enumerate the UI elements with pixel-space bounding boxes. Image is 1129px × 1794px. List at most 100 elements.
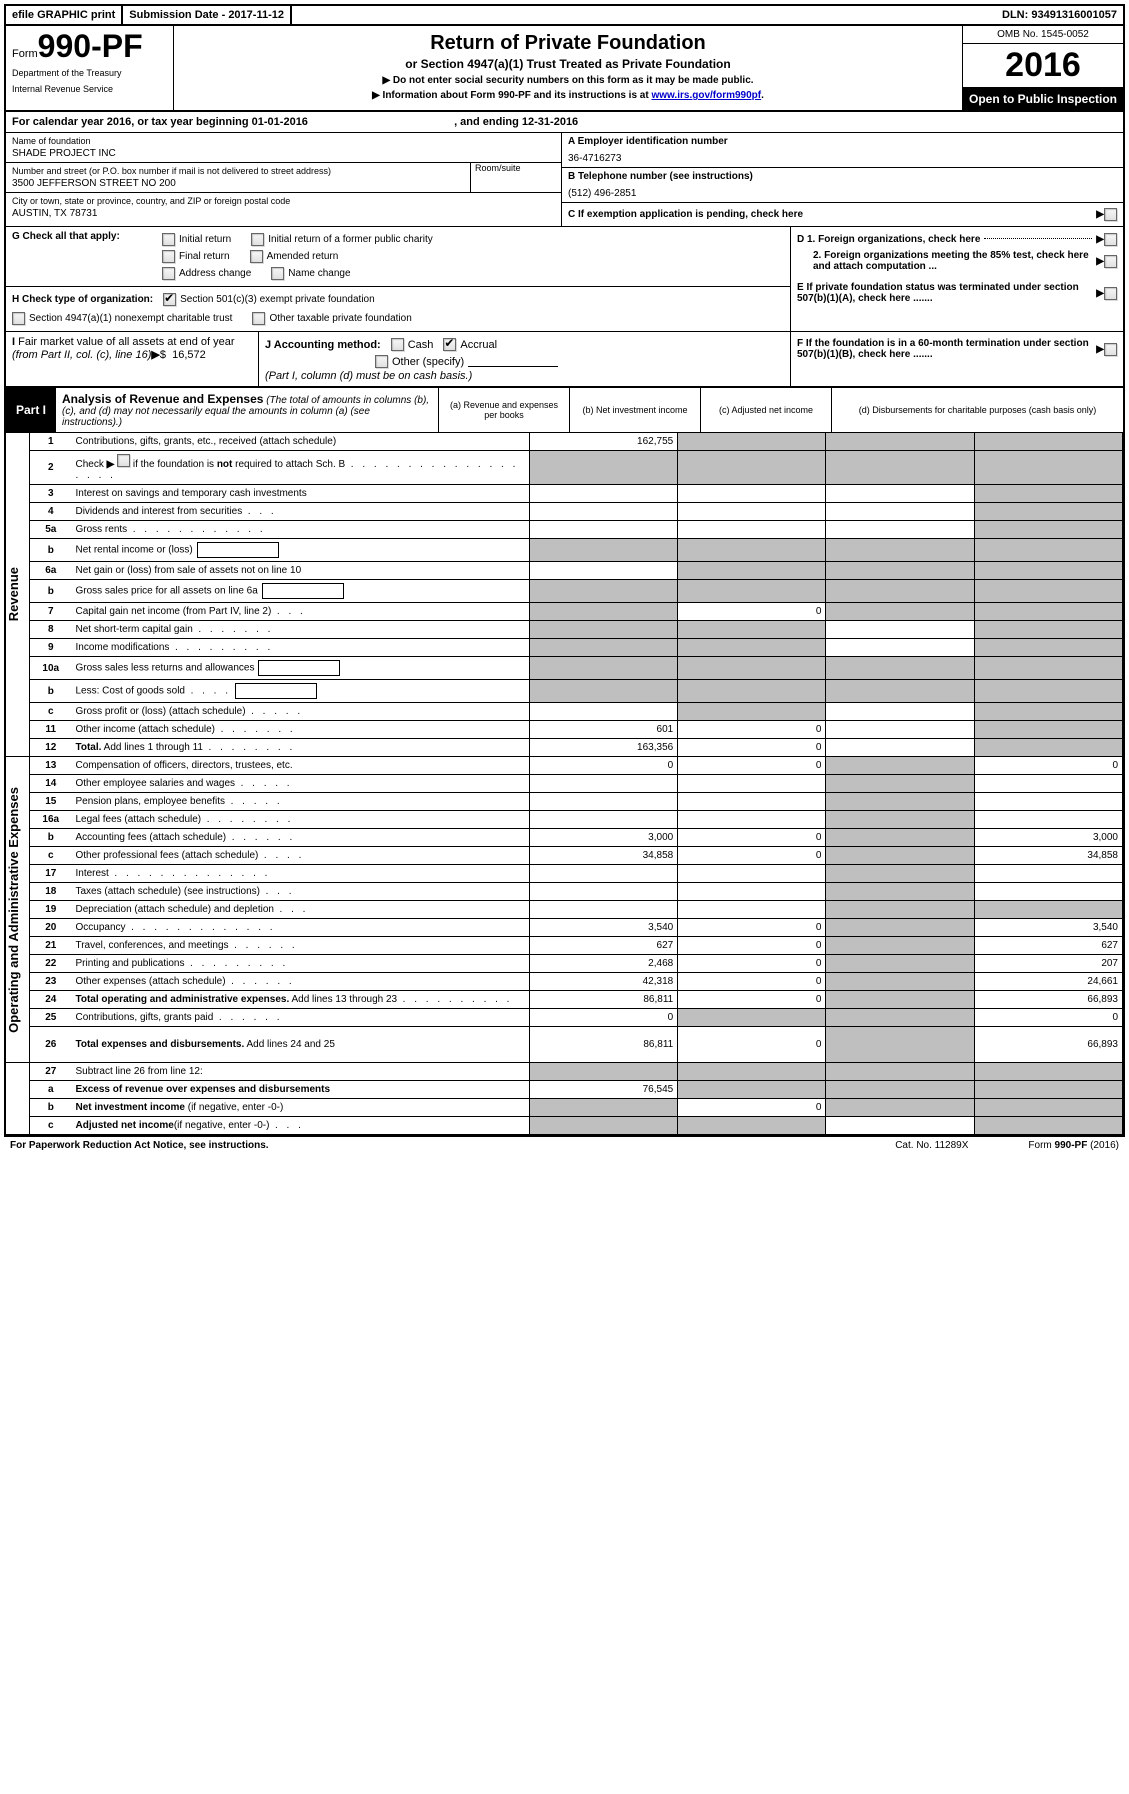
omb-number: OMB No. 1545-0052 xyxy=(963,26,1123,44)
e-checkbox[interactable] xyxy=(1104,287,1117,300)
shaded-cell xyxy=(678,451,826,485)
shaded-cell xyxy=(974,621,1122,639)
line-number: 24 xyxy=(30,991,72,1009)
part1-header: Part I Analysis of Revenue and Expenses … xyxy=(6,388,1123,433)
d2-checkbox[interactable] xyxy=(1104,255,1117,268)
shaded-cell xyxy=(974,503,1122,521)
shaded-cell xyxy=(678,703,826,721)
line-number: 18 xyxy=(30,883,72,901)
shaded-cell xyxy=(678,621,826,639)
initial-return-checkbox[interactable] xyxy=(162,233,175,246)
amount-cell xyxy=(826,485,974,503)
amended-return-checkbox[interactable] xyxy=(250,250,263,263)
amount-cell: 0 xyxy=(678,991,826,1009)
line-number: 10a xyxy=(30,657,72,680)
part1-desc: Analysis of Revenue and Expenses (The to… xyxy=(56,388,439,432)
line-number: 1 xyxy=(30,433,72,451)
dept-treasury: Department of the Treasury xyxy=(12,68,167,78)
amount-cell: 207 xyxy=(974,955,1122,973)
g-opt-3: Amended return xyxy=(267,251,339,262)
shaded-cell xyxy=(678,680,826,703)
schB-checkbox[interactable] xyxy=(117,454,130,467)
form-subtitle: or Section 4947(a)(1) Trust Treated as P… xyxy=(180,57,956,71)
d1-checkbox[interactable] xyxy=(1104,233,1117,246)
line-description: Dividends and interest from securities .… xyxy=(71,503,529,521)
shaded-cell xyxy=(678,1117,826,1135)
shaded-cell xyxy=(826,865,974,883)
line-description: Occupancy . . . . . . . . . . . . . xyxy=(71,919,529,937)
efile-print-button[interactable]: efile GRAPHIC print xyxy=(6,6,123,24)
footer-cat: Cat. No. 11289X xyxy=(895,1140,968,1151)
shaded-cell xyxy=(826,901,974,919)
form-container: efile GRAPHIC print Submission Date - 20… xyxy=(4,4,1125,1137)
instructions-link[interactable]: www.irs.gov/form990pf xyxy=(651,90,761,101)
line-number: 23 xyxy=(30,973,72,991)
inline-input-box xyxy=(197,542,279,558)
amount-cell xyxy=(974,811,1122,829)
shaded-cell xyxy=(678,1081,826,1099)
h-opt3: Other taxable private foundation xyxy=(269,313,411,324)
accrual-checkbox[interactable] xyxy=(443,338,456,351)
g-opt-0: Initial return xyxy=(179,234,231,245)
note2-prefix: ▶ Information about Form 990-PF and its … xyxy=(372,90,651,101)
line-number: b xyxy=(30,829,72,847)
j-other: Other (specify) xyxy=(392,356,464,368)
f-checkbox[interactable] xyxy=(1104,343,1117,356)
amount-cell xyxy=(678,883,826,901)
line-description: Net short-term capital gain . . . . . . … xyxy=(71,621,529,639)
shaded-cell xyxy=(974,657,1122,680)
cal-pre: For calendar year 2016, or tax year begi… xyxy=(12,116,252,128)
shaded-cell xyxy=(826,451,974,485)
line-number: 6a xyxy=(30,562,72,580)
amount-cell: 0 xyxy=(678,955,826,973)
other-taxable-checkbox[interactable] xyxy=(252,312,265,325)
line-description: Legal fees (attach schedule) . . . . . .… xyxy=(71,811,529,829)
amount-cell: 627 xyxy=(529,937,677,955)
amount-cell xyxy=(826,703,974,721)
ssn-note: ▶ Do not enter social security numbers o… xyxy=(180,75,956,86)
arrow-icon: ▶ xyxy=(1096,234,1104,245)
initial-former-checkbox[interactable] xyxy=(251,233,264,246)
amount-cell xyxy=(678,865,826,883)
shaded-cell xyxy=(826,937,974,955)
cash-checkbox[interactable] xyxy=(391,338,404,351)
line-description: Gross sales less returns and allowances xyxy=(71,657,529,680)
g-opt-5: Name change xyxy=(288,268,350,279)
shaded-cell xyxy=(974,1099,1122,1117)
amount-cell xyxy=(826,503,974,521)
arrow-icon: ▶ xyxy=(1096,209,1104,220)
line-description: Total expenses and disbursements. Add li… xyxy=(71,1027,529,1063)
irs-label: Internal Revenue Service xyxy=(12,84,167,94)
amount-cell: 42,318 xyxy=(529,973,677,991)
shaded-cell xyxy=(678,433,826,451)
line-number: c xyxy=(30,1117,72,1135)
address-change-checkbox[interactable] xyxy=(162,267,175,280)
other-method-checkbox[interactable] xyxy=(375,355,388,368)
final-return-checkbox[interactable] xyxy=(162,250,175,263)
name-change-checkbox[interactable] xyxy=(271,267,284,280)
inline-input-box xyxy=(235,683,317,699)
amount-cell xyxy=(529,811,677,829)
e-label: E If private foundation status was termi… xyxy=(797,282,1096,304)
col-a-header: (a) Revenue and expenses per books xyxy=(439,388,570,432)
line-description: Contributions, gifts, grants paid . . . … xyxy=(71,1009,529,1027)
footer: For Paperwork Reduction Act Notice, see … xyxy=(4,1137,1125,1154)
4947-checkbox[interactable] xyxy=(12,312,25,325)
501c3-checkbox[interactable] xyxy=(163,293,176,306)
shaded-cell xyxy=(974,639,1122,657)
line-description: Other expenses (attach schedule) . . . .… xyxy=(71,973,529,991)
exemption-checkbox[interactable] xyxy=(1104,208,1117,221)
amount-cell: 0 xyxy=(974,1009,1122,1027)
shaded-cell xyxy=(826,811,974,829)
shaded-cell xyxy=(826,1099,974,1117)
line-number: 9 xyxy=(30,639,72,657)
amount-cell xyxy=(826,739,974,757)
amount-cell xyxy=(678,485,826,503)
line-number: 3 xyxy=(30,485,72,503)
line-number: 8 xyxy=(30,621,72,639)
phone-label: B Telephone number (see instructions) xyxy=(568,171,1117,182)
line-description: Adjusted net income(if negative, enter -… xyxy=(71,1117,529,1135)
g-block: G Check all that apply: Initial return I… xyxy=(6,227,790,287)
part1-label: Part I xyxy=(6,388,56,432)
entity-info: Name of foundation SHADE PROJECT INC Num… xyxy=(6,133,1123,226)
